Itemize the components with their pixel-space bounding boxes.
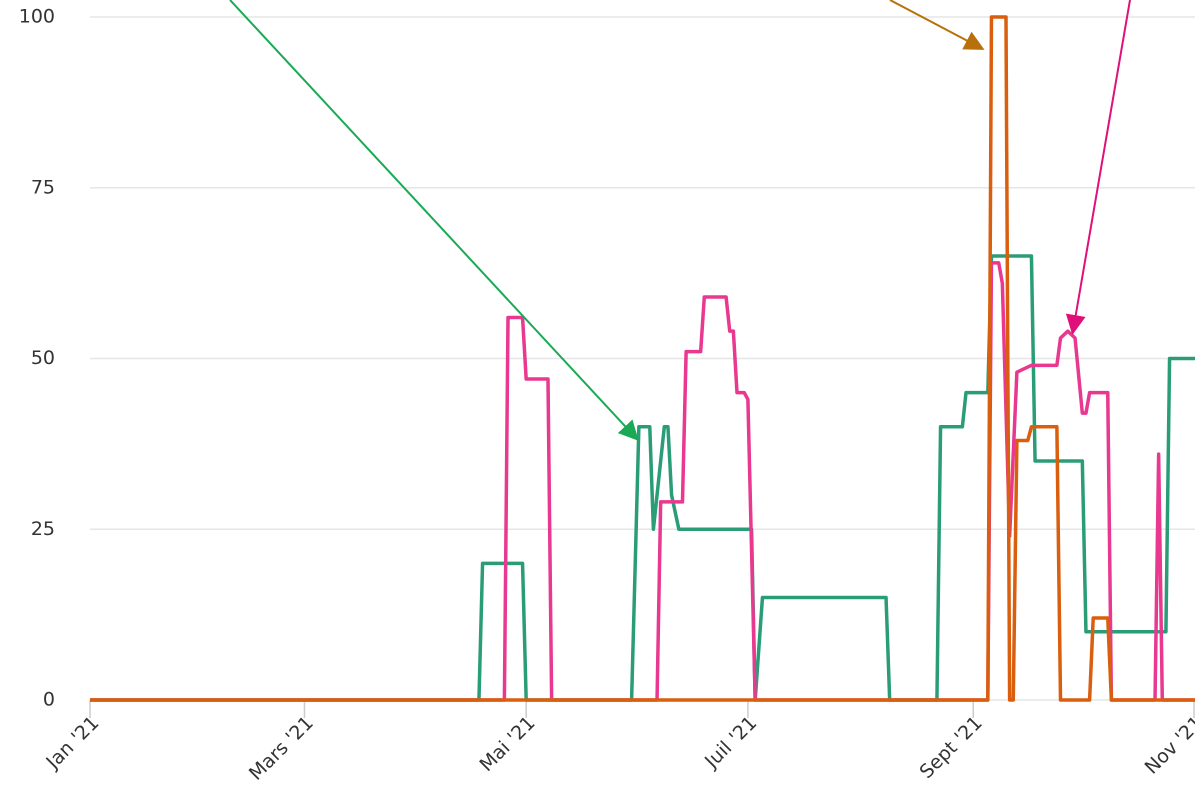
arrow	[1065, 0, 1131, 335]
series-line	[90, 15, 1195, 702]
series-line	[90, 261, 1195, 702]
annotations	[229, 0, 1131, 441]
arrow	[229, 0, 639, 441]
y-tick-label: 50	[31, 347, 55, 369]
lines	[90, 15, 1195, 702]
x-tick-label: Nov '21	[1141, 712, 1195, 779]
x-tick-label: Sept '21	[915, 712, 986, 783]
x-tick-label: Jan '21	[41, 712, 103, 774]
y-tick-label: 25	[31, 518, 55, 540]
x-tick-label: Juil '21	[700, 712, 761, 773]
x-tick-label: Mai '21	[475, 712, 539, 776]
y-tick-label: 0	[43, 689, 55, 711]
x-tick-label: Mars '21	[245, 712, 318, 785]
series-line	[90, 254, 1195, 702]
y-tick-label: 100	[19, 6, 55, 28]
arrow	[889, 0, 985, 50]
y-tick-label: 75	[31, 176, 55, 198]
